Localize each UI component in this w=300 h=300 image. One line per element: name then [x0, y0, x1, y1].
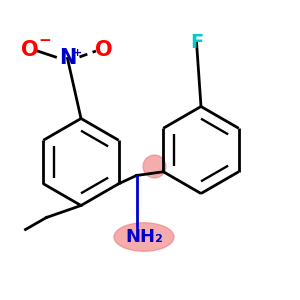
Text: N: N: [59, 49, 76, 68]
Text: F: F: [190, 32, 203, 52]
Text: NH₂: NH₂: [125, 228, 163, 246]
Text: O: O: [21, 40, 39, 59]
Text: −: −: [38, 33, 51, 48]
Ellipse shape: [114, 223, 174, 251]
Text: O: O: [95, 40, 112, 59]
Text: +: +: [73, 48, 82, 58]
Circle shape: [143, 155, 166, 178]
